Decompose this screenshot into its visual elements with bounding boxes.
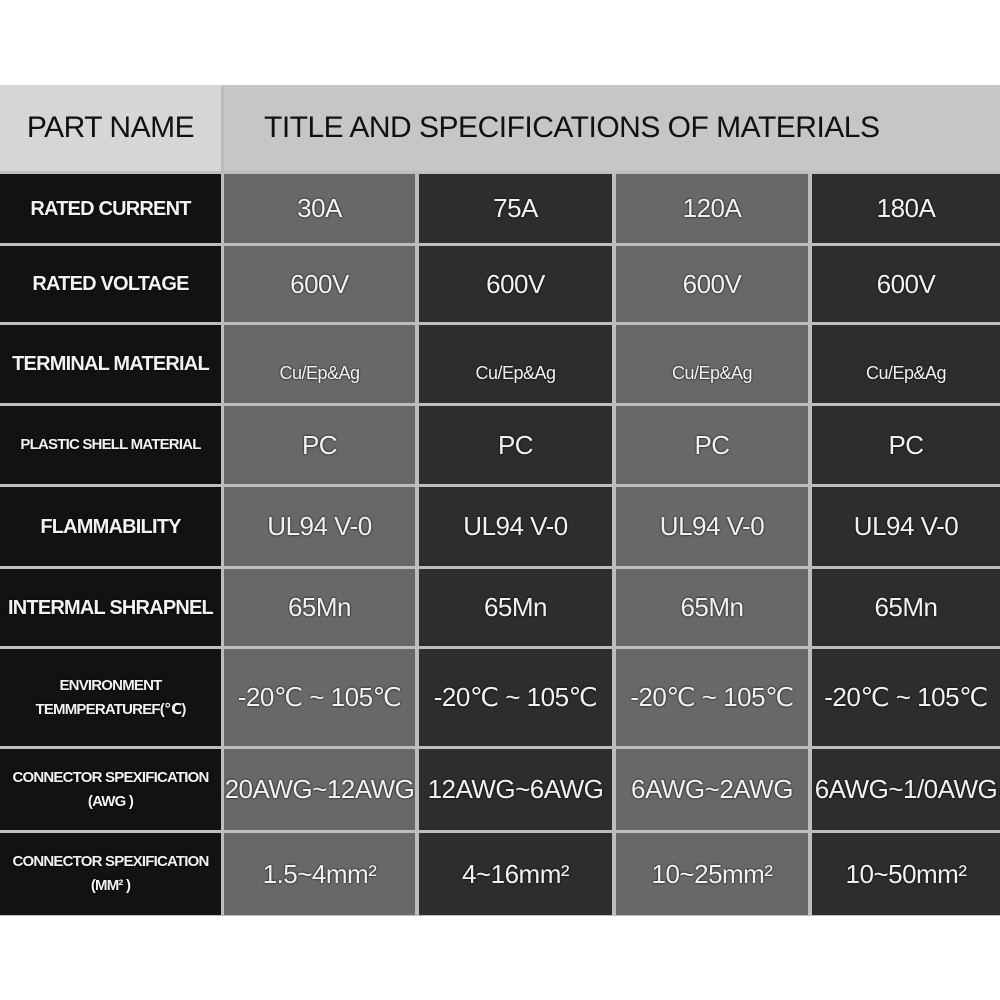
row-label: CONNECTOR SPEXIFICATION (MM² ) (0, 833, 221, 915)
value-cell: 75A (419, 174, 612, 243)
value-cell: 1.5~4mm² (224, 833, 415, 915)
value-cell: 6AWG~2AWG (616, 749, 808, 830)
row-label: ENVIRONMENT TEMMPERATUREF(℃) (0, 649, 221, 746)
value-cell: 10~25mm² (616, 833, 808, 915)
value-cell: Cu/Ep&Ag (812, 325, 1000, 403)
row-label: CONNECTOR SPEXIFICATION (AWG ) (0, 749, 221, 830)
table-row-rated-current: RATED CURRENT 30A 75A 120A 180A (0, 174, 1000, 243)
value-cell: PC (419, 406, 612, 484)
value-cell: UL94 V-0 (419, 487, 612, 566)
table-row-connector-spec-awg: CONNECTOR SPEXIFICATION (AWG ) 20AWG~12AW… (0, 749, 1000, 830)
value-cell: -20℃ ~ 105℃ (419, 649, 612, 746)
table-row-terminal-material: TERMINAL MATERIAL Cu/Ep&Ag Cu/Ep&Ag Cu/Ep&A… (0, 325, 1000, 403)
table-row-rated-voltage: RATED VOLTAGE 600V 600V 600V 600V (0, 246, 1000, 322)
value-cell: 30A (224, 174, 415, 243)
value-cell: -20℃ ~ 105℃ (224, 649, 415, 746)
row-label: INTERMAL SHRAPNEL (0, 569, 221, 646)
value-cell: 65Mn (616, 569, 808, 646)
table-row-plastic-shell-material: PLASTIC SHELL MATERIAL PC PC PC PC (0, 406, 1000, 484)
table-row-flammability: FLAMMABILITY UL94 V-0 UL94 V-0 UL94 V-0 UL94… (0, 487, 1000, 566)
value-cell: 10~50mm² (812, 833, 1000, 915)
row-label: PLASTIC SHELL MATERIAL (0, 406, 221, 484)
value-cell: PC (812, 406, 1000, 484)
value-cell: UL94 V-0 (616, 487, 808, 566)
value-cell: 120A (616, 174, 808, 243)
value-cell: 600V (224, 246, 415, 322)
row-label: RATED VOLTAGE (0, 246, 221, 322)
value-cell: Cu/Ep&Ag (224, 325, 415, 403)
row-label: FLAMMABILITY (0, 487, 221, 566)
value-cell: Cu/Ep&Ag (616, 325, 808, 403)
value-cell: -20℃ ~ 105℃ (812, 649, 1000, 746)
value-cell: 65Mn (812, 569, 1000, 646)
value-cell: PC (224, 406, 415, 484)
part-name-header: PART NAME (0, 85, 221, 171)
value-cell: Cu/Ep&Ag (419, 325, 612, 403)
table-row-internal-shrapnel: INTERMAL SHRAPNEL 65Mn 65Mn 65Mn 65Mn (0, 569, 1000, 646)
value-cell: 65Mn (419, 569, 612, 646)
row-label: TERMINAL MATERIAL (0, 325, 221, 403)
value-cell: -20℃ ~ 105℃ (616, 649, 808, 746)
spec-table: PART NAME TITLE AND SPECIFICATIONS OF MA… (0, 85, 1000, 916)
value-cell: PC (616, 406, 808, 484)
value-cell: 6AWG~1/0AWG (812, 749, 1000, 830)
value-cell: 180A (812, 174, 1000, 243)
table-row-environment-temperature: ENVIRONMENT TEMMPERATUREF(℃) -20℃ ~ 105℃ -… (0, 649, 1000, 746)
value-cell: UL94 V-0 (812, 487, 1000, 566)
value-cell: 12AWG~6AWG (419, 749, 612, 830)
value-cell: UL94 V-0 (224, 487, 415, 566)
value-cell: 600V (616, 246, 808, 322)
row-label: RATED CURRENT (0, 174, 221, 243)
value-cell: 600V (419, 246, 612, 322)
value-cell: 65Mn (224, 569, 415, 646)
table-row-connector-spec-mm2: CONNECTOR SPEXIFICATION (MM² ) 1.5~4mm² 4~… (0, 833, 1000, 915)
value-cell: 600V (812, 246, 1000, 322)
value-cell: 4~16mm² (419, 833, 612, 915)
value-cell: 20AWG~12AWG (224, 749, 415, 830)
table-title: TITLE AND SPECIFICATIONS OF MATERIALS (224, 85, 1000, 171)
